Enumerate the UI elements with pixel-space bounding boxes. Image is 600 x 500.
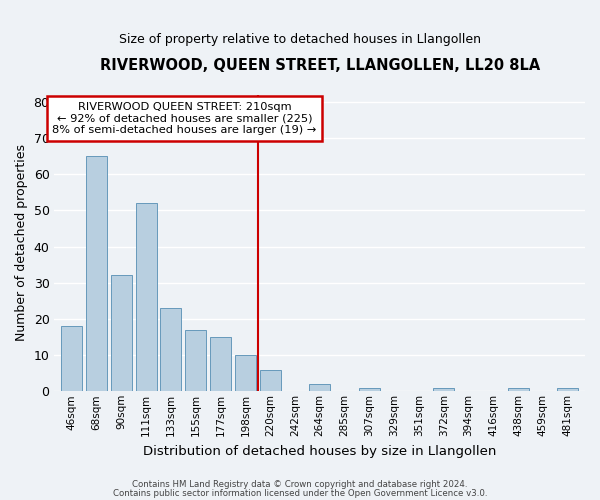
Bar	[210, 337, 231, 392]
X-axis label: Distribution of detached houses by size in Llangollen: Distribution of detached houses by size …	[143, 444, 496, 458]
Bar	[557, 388, 578, 392]
Bar	[359, 388, 380, 392]
Bar	[111, 276, 132, 392]
Text: RIVERWOOD QUEEN STREET: 210sqm
← 92% of detached houses are smaller (225)
8% of : RIVERWOOD QUEEN STREET: 210sqm ← 92% of …	[52, 102, 317, 135]
Bar	[61, 326, 82, 392]
Bar	[86, 156, 107, 392]
Text: Size of property relative to detached houses in Llangollen: Size of property relative to detached ho…	[119, 32, 481, 46]
Bar	[309, 384, 330, 392]
Bar	[136, 203, 157, 392]
Bar	[235, 355, 256, 392]
Bar	[260, 370, 281, 392]
Y-axis label: Number of detached properties: Number of detached properties	[15, 144, 28, 342]
Title: RIVERWOOD, QUEEN STREET, LLANGOLLEN, LL20 8LA: RIVERWOOD, QUEEN STREET, LLANGOLLEN, LL2…	[100, 58, 540, 72]
Bar	[433, 388, 454, 392]
Bar	[185, 330, 206, 392]
Bar	[160, 308, 181, 392]
Bar	[508, 388, 529, 392]
Text: Contains public sector information licensed under the Open Government Licence v3: Contains public sector information licen…	[113, 488, 487, 498]
Text: Contains HM Land Registry data © Crown copyright and database right 2024.: Contains HM Land Registry data © Crown c…	[132, 480, 468, 489]
